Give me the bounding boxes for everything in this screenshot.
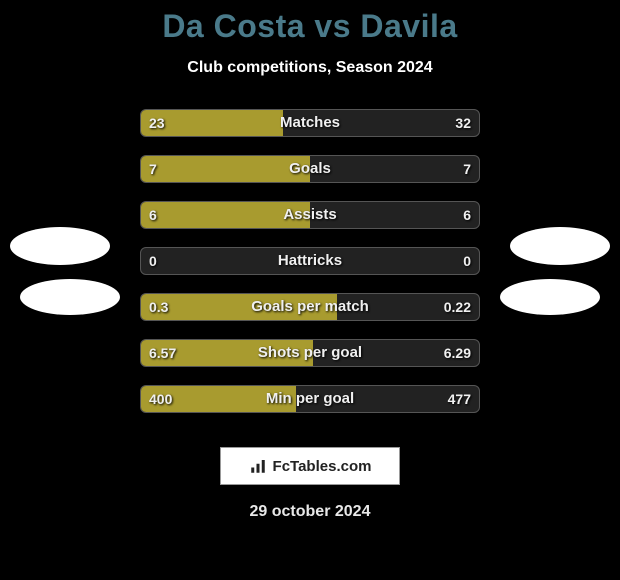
stat-bar-left — [141, 202, 310, 228]
stat-value-right: 7 — [463, 156, 471, 182]
stat-bar-left — [141, 110, 283, 136]
date-text: 29 october 2024 — [0, 503, 620, 521]
player-left-avatar-1 — [10, 227, 110, 265]
stat-value-left: 0 — [149, 248, 157, 274]
comparison-chart: 23 Matches 32 7 Goals 7 6 Assists 6 0 Ha… — [0, 109, 620, 429]
player-left-avatar-2 — [20, 279, 120, 315]
stat-row: 6.57 Shots per goal 6.29 — [140, 339, 480, 367]
stat-row: 0 Hattricks 0 — [140, 247, 480, 275]
stat-label: Hattricks — [141, 248, 479, 274]
player-right-avatar-2 — [500, 279, 600, 315]
chart-icon — [249, 457, 267, 475]
stat-row: 7 Goals 7 — [140, 155, 480, 183]
stat-bars-container: 23 Matches 32 7 Goals 7 6 Assists 6 0 Ha… — [140, 109, 480, 431]
stat-value-right: 6 — [463, 202, 471, 228]
stat-row: 6 Assists 6 — [140, 201, 480, 229]
player-right-avatar-1 — [510, 227, 610, 265]
page-title: Da Costa vs Davila — [0, 0, 620, 45]
page-subtitle: Club competitions, Season 2024 — [0, 59, 620, 77]
stat-bar-left — [141, 294, 337, 320]
stat-row: 400 Min per goal 477 — [140, 385, 480, 413]
stat-bar-left — [141, 340, 313, 366]
logo-box[interactable]: FcTables.com — [220, 447, 400, 485]
stat-row: 0.3 Goals per match 0.22 — [140, 293, 480, 321]
stat-value-right: 477 — [448, 386, 471, 412]
stat-bar-left — [141, 386, 296, 412]
stat-value-right: 6.29 — [444, 340, 471, 366]
stat-row: 23 Matches 32 — [140, 109, 480, 137]
stat-value-right: 32 — [455, 110, 471, 136]
stat-bar-left — [141, 156, 310, 182]
logo-text: FcTables.com — [273, 458, 372, 475]
stat-value-right: 0 — [463, 248, 471, 274]
stat-value-right: 0.22 — [444, 294, 471, 320]
